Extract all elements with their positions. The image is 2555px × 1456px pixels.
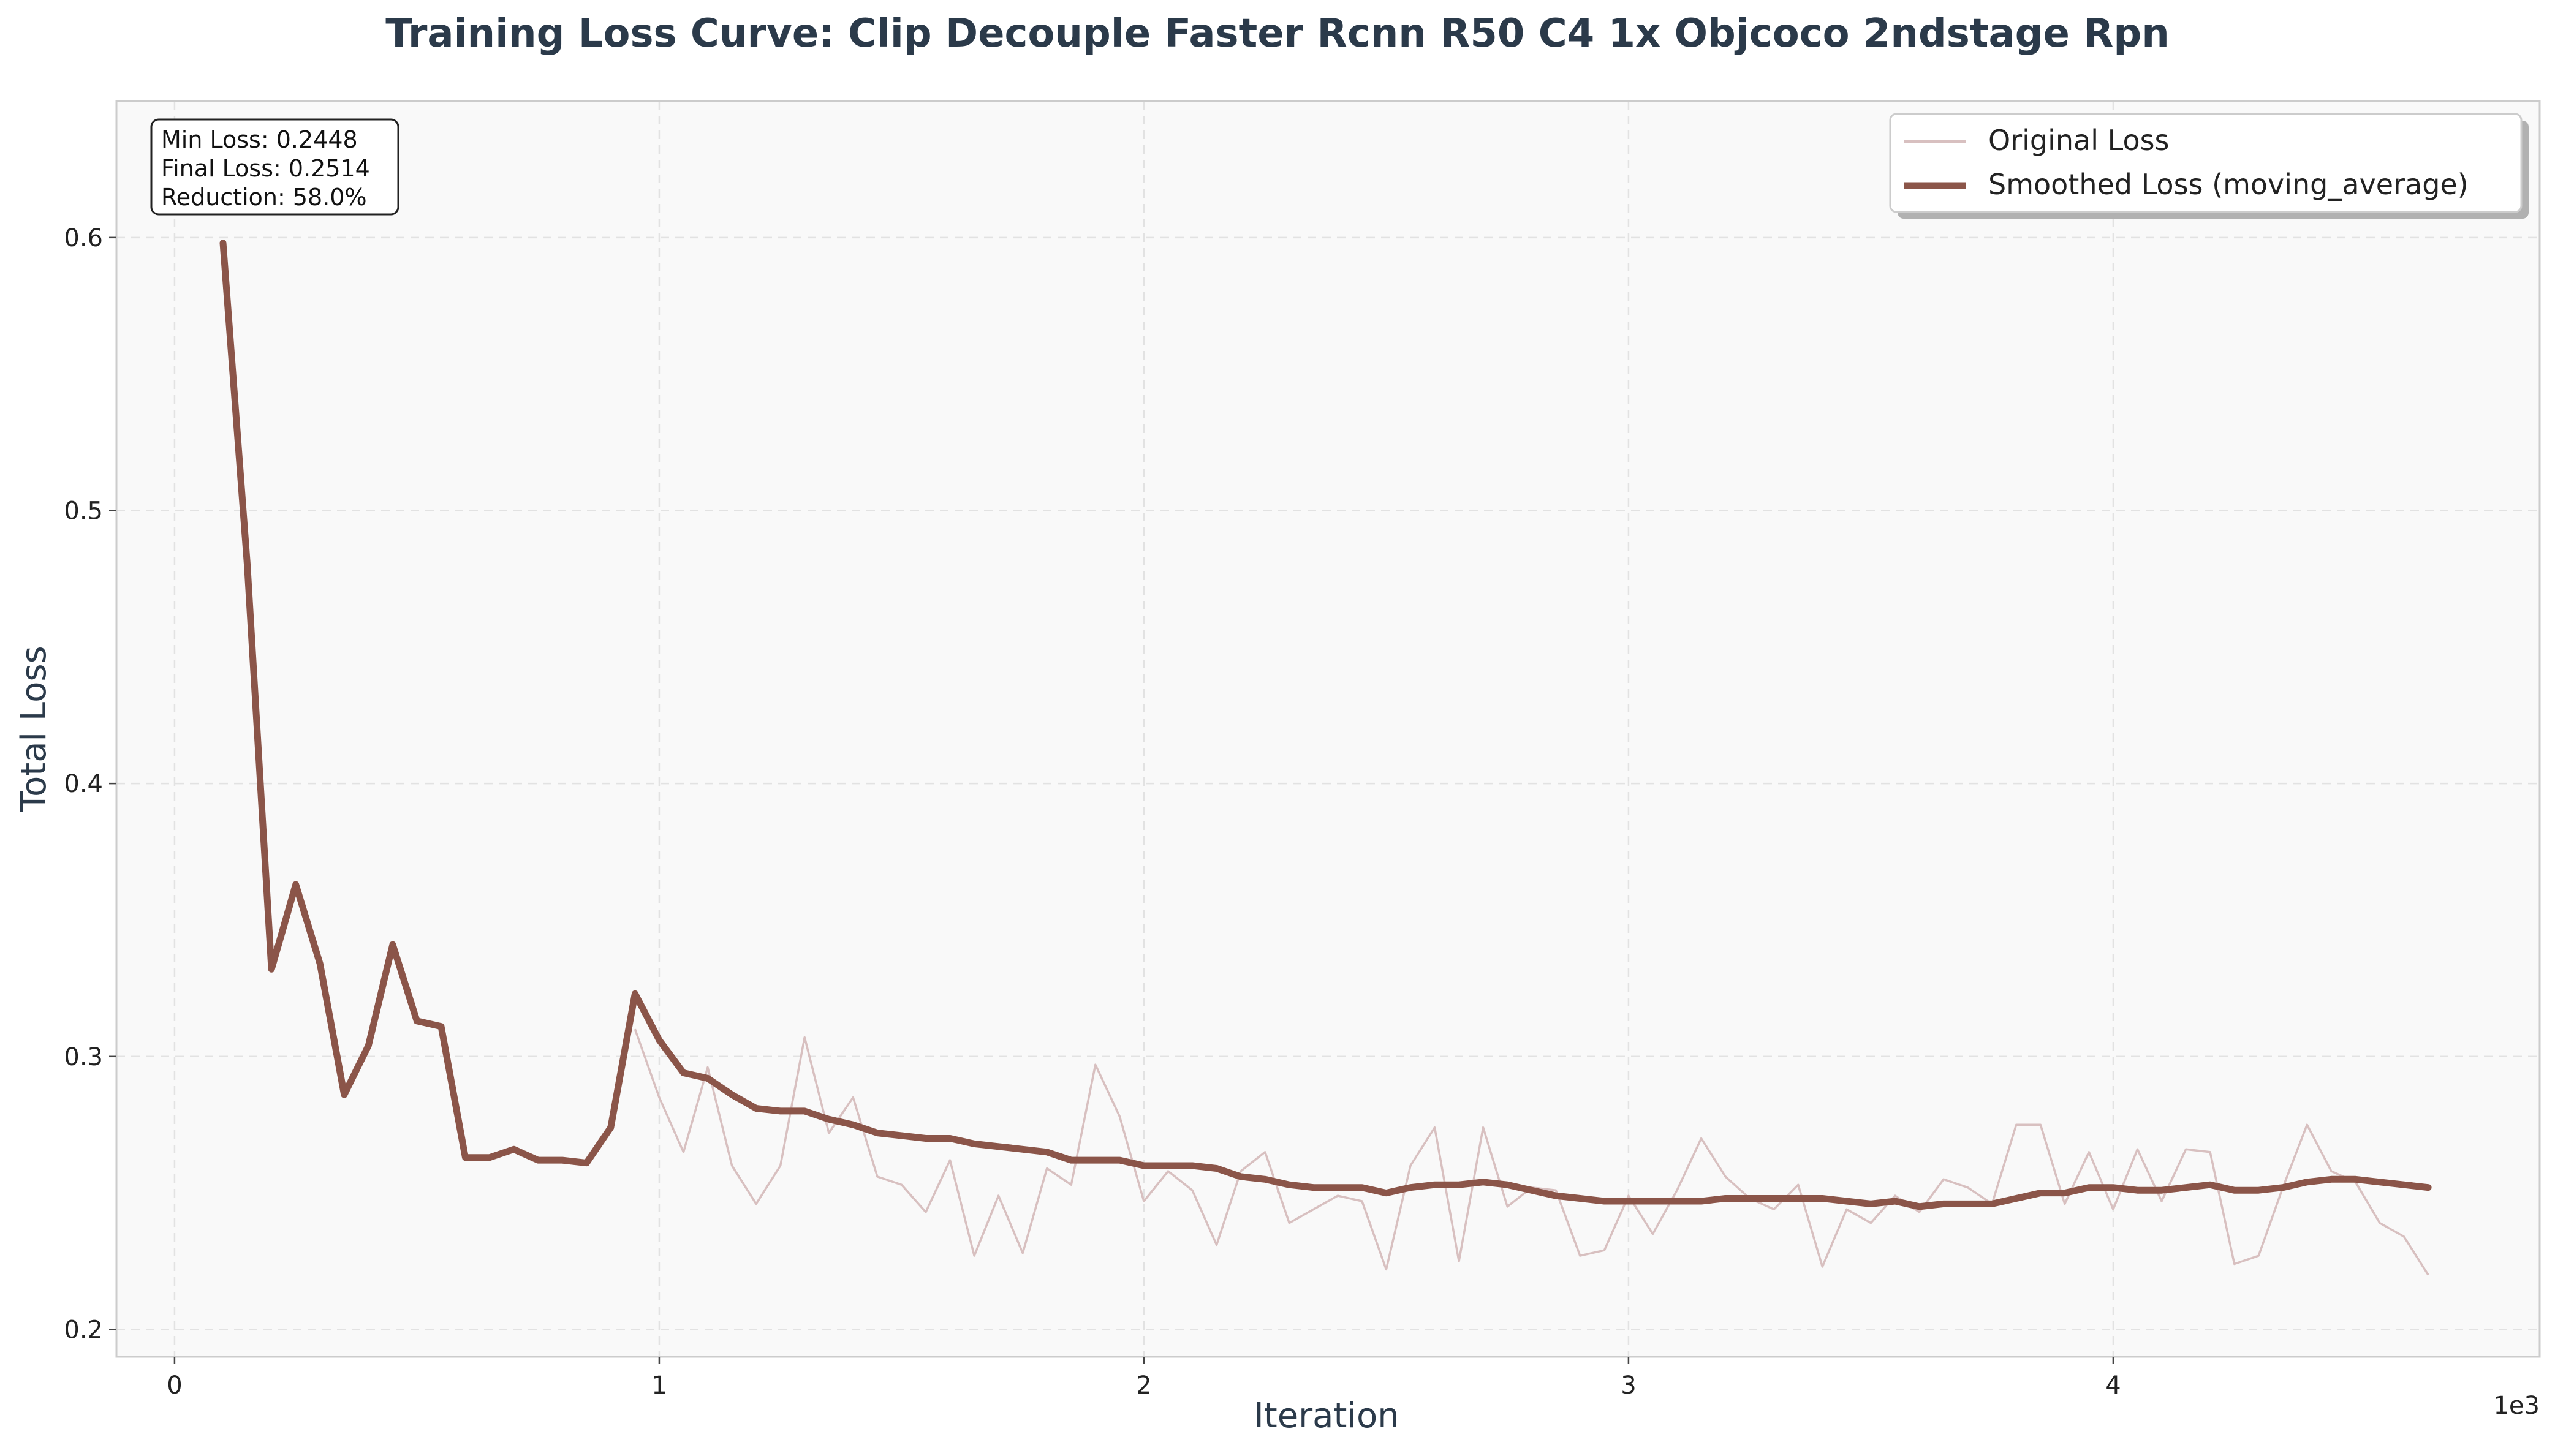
x-tick-label: 1 bbox=[651, 1371, 667, 1400]
stats-final-loss: Final Loss: 0.2514 bbox=[161, 155, 370, 182]
grid bbox=[116, 101, 2540, 1357]
x-axis-label: Iteration bbox=[1254, 1396, 1399, 1436]
stats-min-loss: Min Loss: 0.2448 bbox=[161, 126, 358, 153]
stats-box: Min Loss: 0.2448 Final Loss: 0.2514 Redu… bbox=[150, 118, 399, 216]
series-layer bbox=[219, 240, 2432, 1276]
y-tick-label: 0.6 bbox=[64, 224, 103, 252]
x-tick-label: 4 bbox=[2105, 1371, 2121, 1400]
x-tick-label: 3 bbox=[1621, 1371, 1636, 1400]
series-line-smoothed-loss bbox=[219, 240, 2432, 1210]
y-tick-label: 0.4 bbox=[64, 770, 103, 798]
x-tick-label: 2 bbox=[1136, 1371, 1151, 1400]
y-tick-label: 0.2 bbox=[64, 1316, 103, 1344]
x-tick-label: 0 bbox=[167, 1371, 182, 1400]
legend: Original Loss Smoothed Loss (moving_aver… bbox=[1889, 113, 2529, 219]
legend-label-smoothed: Smoothed Loss (moving_average) bbox=[1988, 168, 2469, 201]
x-axis-offset-label: 1e3 bbox=[2493, 1392, 2540, 1420]
legend-label-original: Original Loss bbox=[1988, 124, 2170, 157]
y-tick-label: 0.3 bbox=[64, 1043, 103, 1071]
stats-reduction: Reduction: 58.0% bbox=[161, 184, 367, 211]
plot-frame bbox=[115, 100, 2541, 1358]
axis-ticks: 0 1 2 3 4 0.2 0.3 0.4 0.5 0.6 bbox=[64, 224, 2121, 1400]
y-tick-label: 0.5 bbox=[64, 497, 103, 525]
y-axis-label: Total Loss bbox=[14, 646, 54, 812]
plot-area bbox=[116, 101, 2540, 1357]
chart-title: Training Loss Curve: Clip Decouple Faste… bbox=[385, 11, 2170, 56]
